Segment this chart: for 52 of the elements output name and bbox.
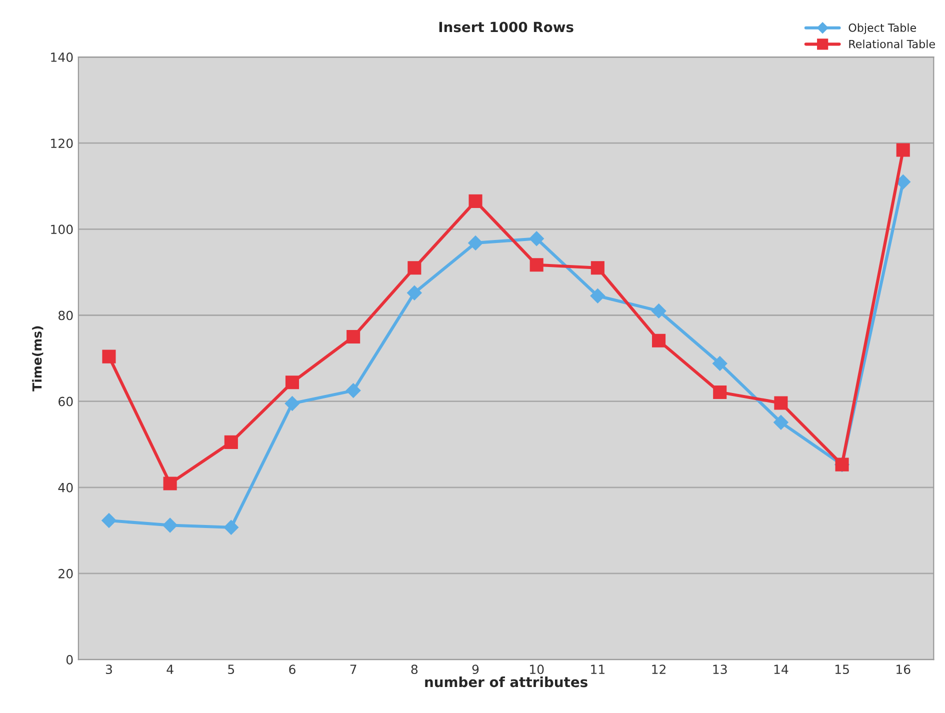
x-axis-title: number of attributes xyxy=(425,676,588,688)
point xyxy=(774,396,788,410)
point xyxy=(408,261,422,275)
x-tick-label: 7 xyxy=(350,664,356,674)
point xyxy=(284,396,300,411)
y-tick-label: 100 xyxy=(51,224,73,234)
point xyxy=(468,236,483,250)
point xyxy=(652,334,666,348)
x-tick-label: 12 xyxy=(652,664,666,674)
point xyxy=(224,435,238,449)
x-tick-label: 9 xyxy=(472,664,479,674)
chart-title: Insert 1000 Rows xyxy=(439,22,574,32)
x-tick-label: 10 xyxy=(530,664,544,674)
y-tick-label: 120 xyxy=(51,138,73,148)
x-tick-label: 6 xyxy=(289,664,296,674)
legend-label: Relational Table xyxy=(849,40,935,48)
y-tick-label: 40 xyxy=(58,482,73,492)
point xyxy=(774,415,788,430)
y-tick-label: 60 xyxy=(58,396,73,406)
x-tick-label: 15 xyxy=(835,664,849,674)
x-tick-label: 5 xyxy=(228,664,234,674)
x-tick-label: 16 xyxy=(896,664,910,674)
point xyxy=(651,304,666,318)
point xyxy=(468,194,482,208)
point xyxy=(590,288,606,304)
y-axis-title: Time(ms) xyxy=(32,326,44,392)
y-tick-label: 0 xyxy=(66,654,73,664)
point xyxy=(530,258,544,272)
x-tick-label: 11 xyxy=(591,664,604,674)
y-tick-label: 140 xyxy=(51,52,73,62)
point xyxy=(162,518,178,533)
x-tick-label: 13 xyxy=(713,664,727,674)
point xyxy=(285,376,300,390)
point xyxy=(590,261,604,275)
point xyxy=(346,383,361,398)
y-tick-label: 80 xyxy=(58,310,73,320)
point xyxy=(896,143,910,157)
x-tick-label: 3 xyxy=(106,664,112,674)
point xyxy=(102,513,116,528)
point xyxy=(224,520,239,535)
x-tick-label: 4 xyxy=(166,664,174,674)
point xyxy=(712,356,728,371)
point xyxy=(713,386,727,400)
point xyxy=(102,350,116,364)
x-tick-label: 14 xyxy=(774,664,788,674)
point xyxy=(407,285,422,300)
point xyxy=(346,330,360,344)
point xyxy=(529,231,544,246)
point xyxy=(163,476,177,490)
x-tick-label: 8 xyxy=(411,664,418,674)
legend-label: Object Table xyxy=(848,23,916,34)
y-tick-label: 20 xyxy=(58,568,73,578)
